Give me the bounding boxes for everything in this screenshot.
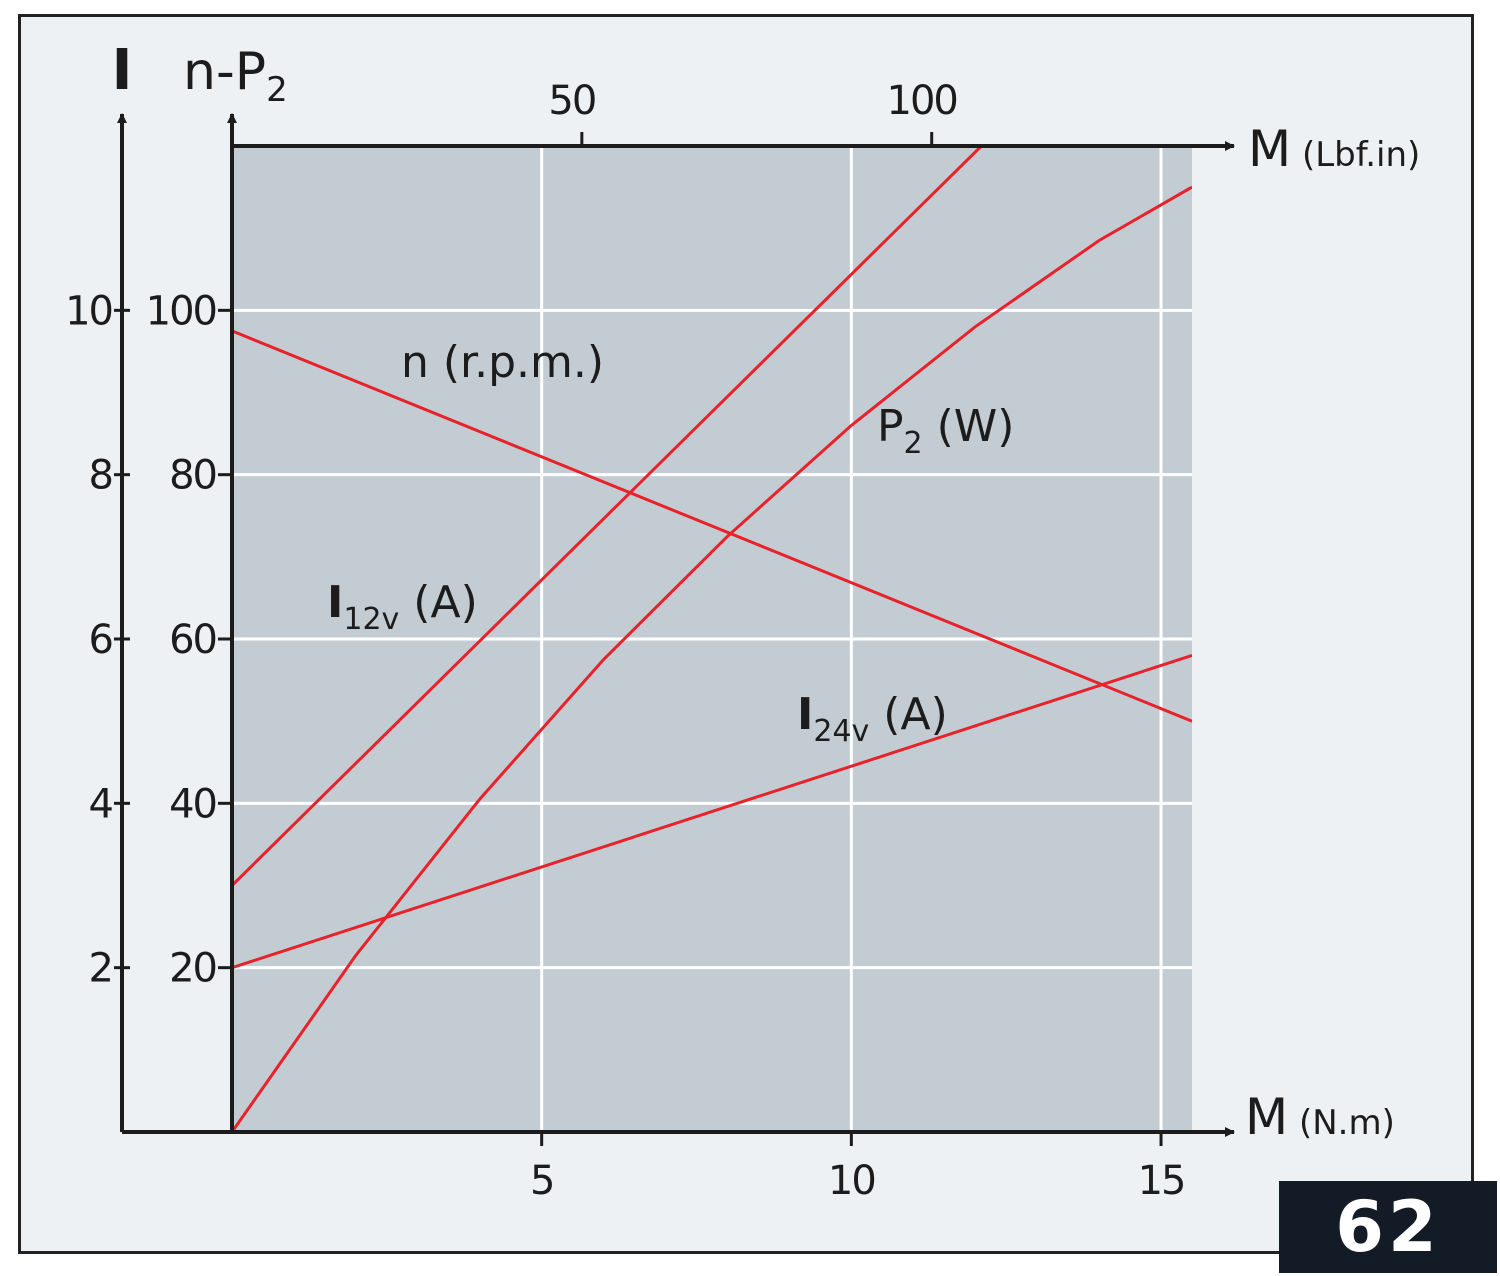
page-number-badge: 62 [1279,1181,1497,1273]
y-left-tick-label-10: 10 [65,288,112,334]
x-tick-label-5: 5 [530,1158,553,1204]
x2-tick-label-100: 100 [887,78,957,124]
y-right-axis-title: n-P2 [183,42,288,110]
x-tick-label-10: 10 [828,1158,875,1204]
x2-axis-title: M (Lbf.in) [1248,120,1420,178]
y-right-axis-title-sub: 2 [266,70,288,110]
series-label-main-2: I [327,577,343,628]
y-left-axis-title: I [112,38,133,103]
x-axis-title-unit: (N.m) [1288,1103,1395,1143]
series-label-main-1: P [877,401,904,452]
x2-axis-title-unit: (Lbf.in) [1291,135,1420,175]
series-label-suffix-3: (A) [869,689,947,740]
x-tick-label-15: 15 [1138,1158,1185,1204]
series-label-suffix-2: (A) [399,577,477,628]
series-label-sub-1: 2 [904,426,923,461]
series-label-0: n (r.p.m.) [401,337,604,388]
series-label-2: I12v (A) [327,577,478,637]
x2-axis-title-main: M [1248,120,1291,178]
y-left-tick-label-2: 2 [89,946,112,992]
series-line-0 [232,329,1192,723]
series-label-1: P2 (W) [877,401,1014,461]
series-line-3 [232,653,1192,970]
series-label-sub-2: 12v [343,602,399,637]
x2-tick-label-50: 50 [548,78,595,124]
series-label-main-0: n (r.p.m.) [401,337,604,388]
series-label-sub-3: 24v [813,714,869,749]
series-label-suffix-1: (W) [923,401,1015,452]
y-right-axis-title-part-n: n- [183,42,235,102]
y-left-tick-label-6: 6 [89,617,112,663]
series-line-1 [232,185,1192,1132]
series-line-2 [232,146,983,887]
y-right-axis-title-part-p: P [235,42,266,102]
series-label-main-3: I [797,689,813,740]
y-right-tick-label-80: 80 [169,453,216,499]
x-axis-title: M (N.m) [1245,1088,1395,1146]
y-right-tick-label-60: 60 [169,617,216,663]
y-left-tick-label-8: 8 [89,453,112,499]
y-right-tick-label-40: 40 [169,781,216,827]
y-right-tick-label-100: 100 [146,288,216,334]
y-left-tick-label-4: 4 [89,781,113,827]
x-axis-title-main: M [1245,1088,1288,1146]
series-label-3: I24v (A) [797,689,948,749]
y-right-tick-label-20: 20 [169,946,216,992]
